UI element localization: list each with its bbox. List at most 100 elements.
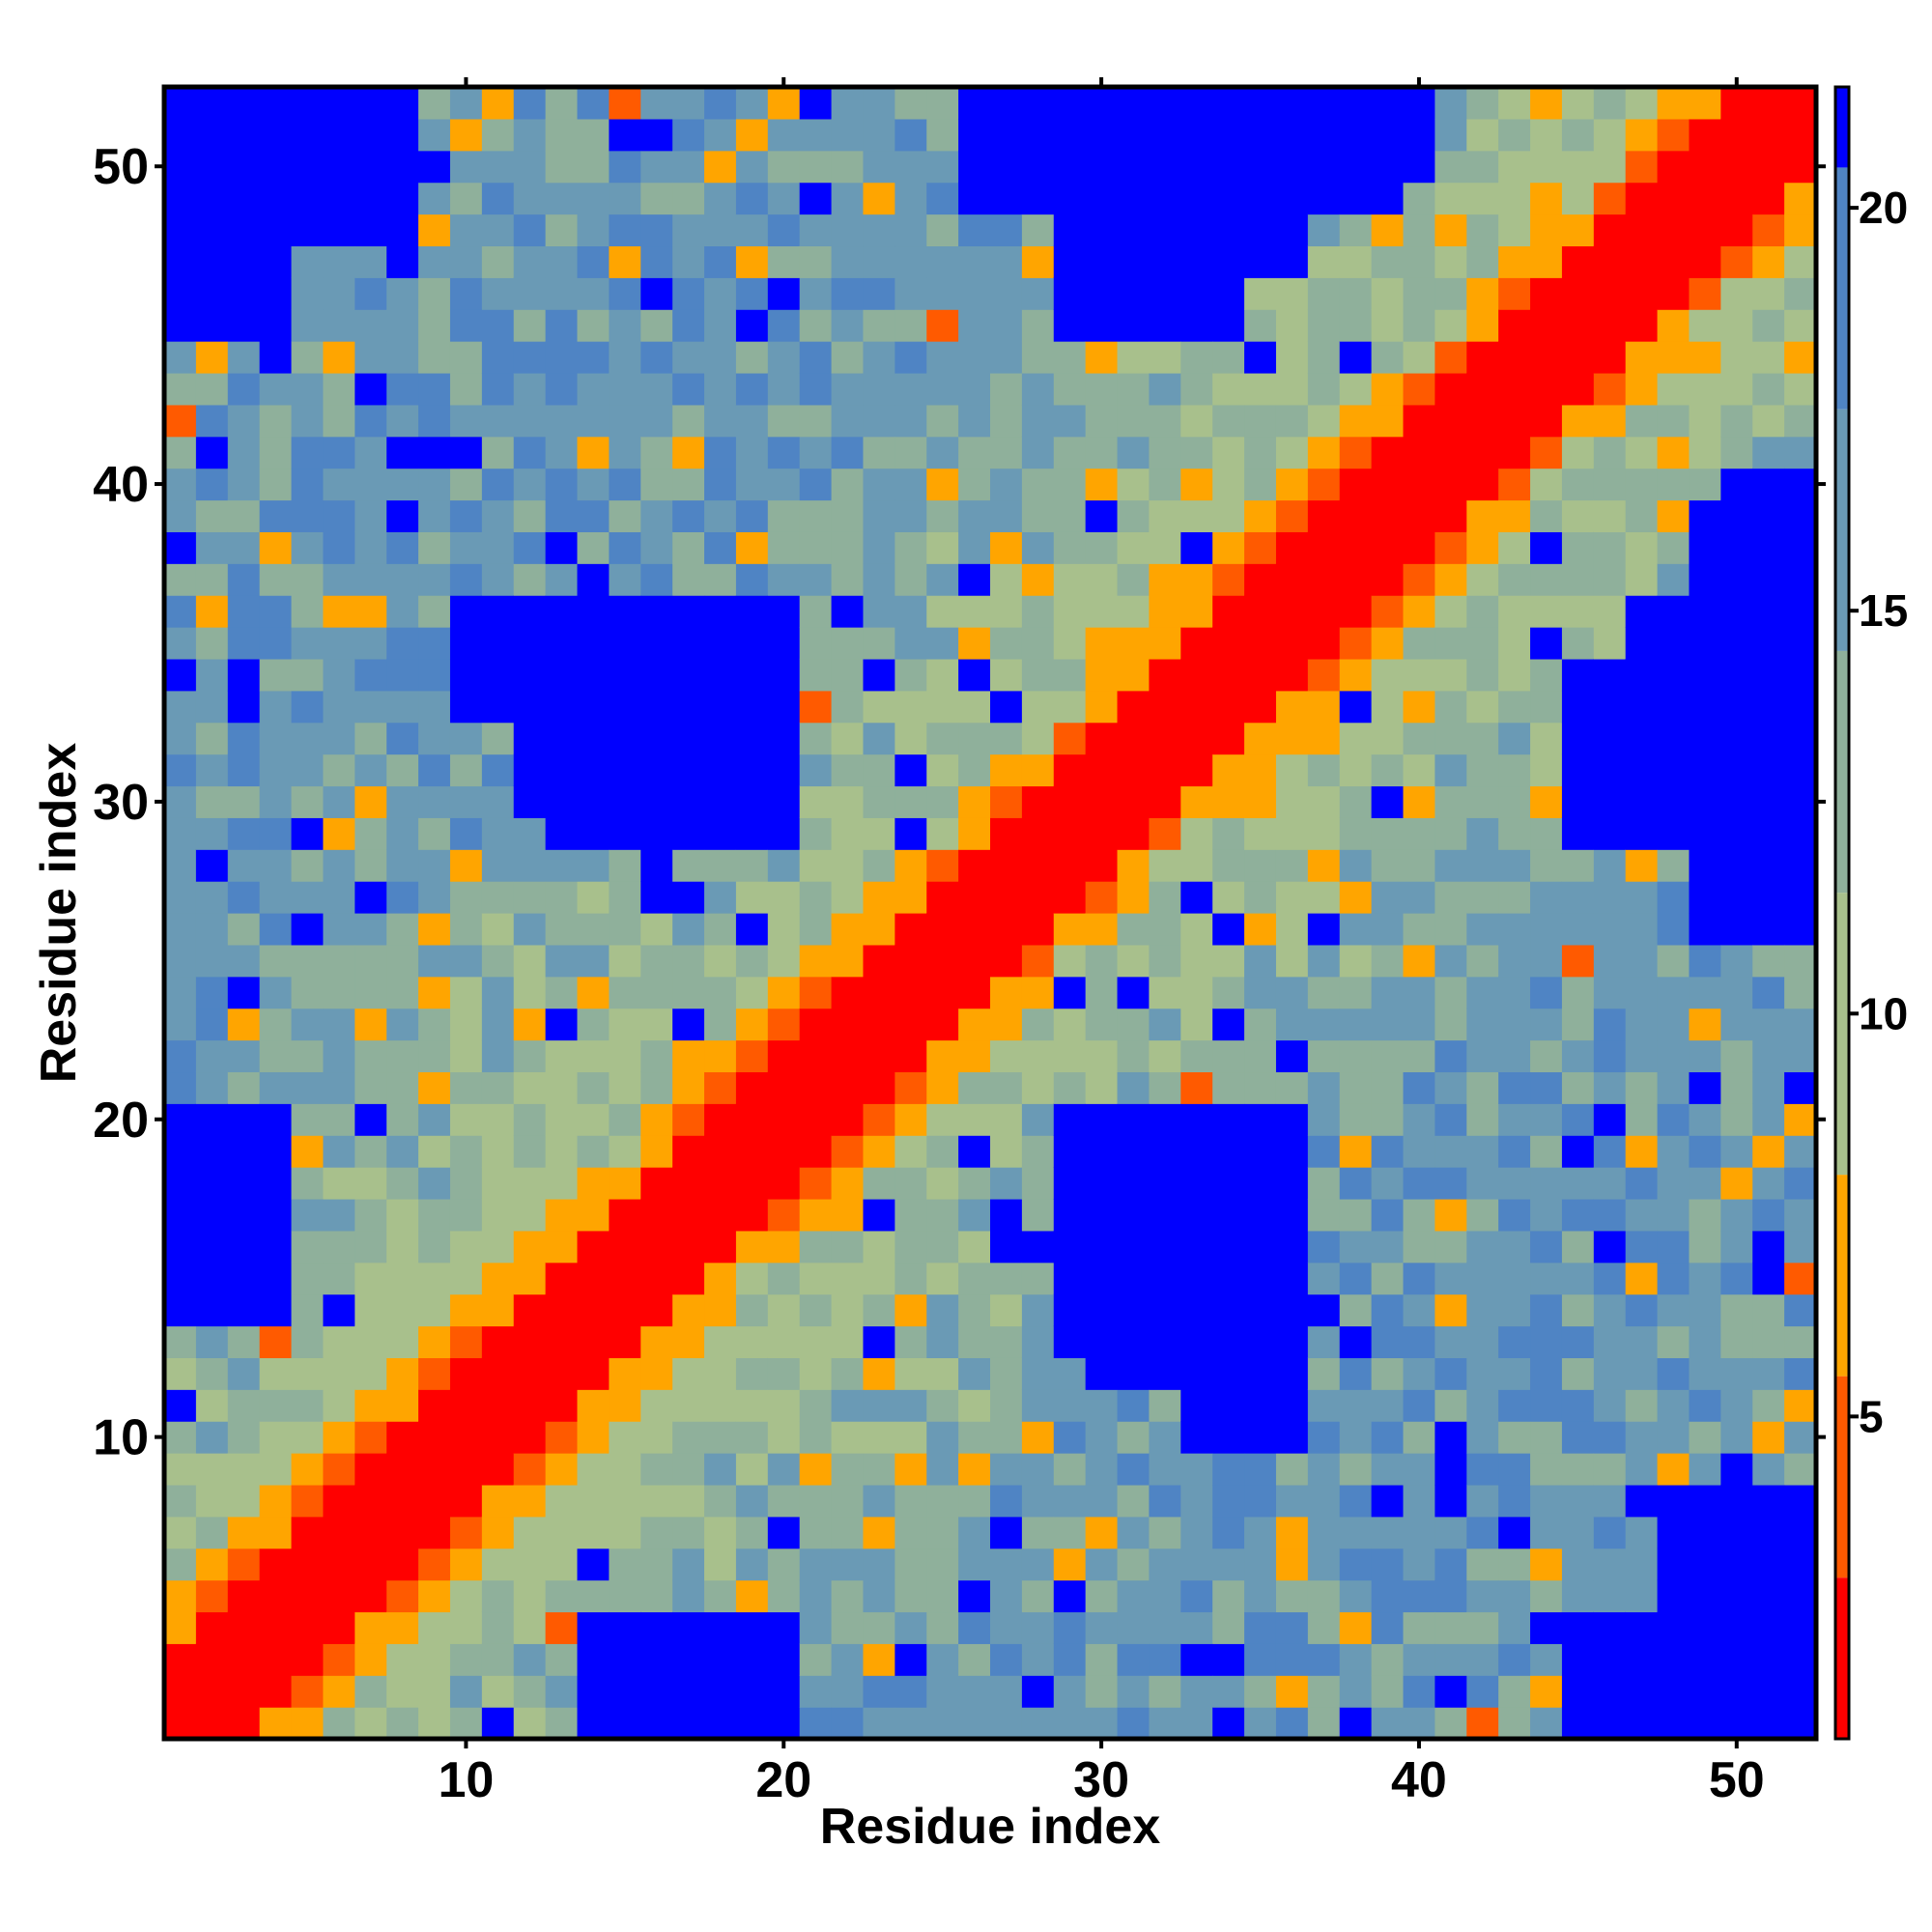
heatmap-cell — [195, 277, 229, 310]
heatmap-cell — [1466, 531, 1499, 564]
heatmap-cell — [1307, 1167, 1341, 1200]
heatmap-cell — [609, 1675, 641, 1708]
heatmap-cell — [1021, 309, 1055, 342]
heatmap-cell — [704, 1071, 737, 1104]
heatmap-cell — [1180, 1421, 1213, 1454]
heatmap-cell — [291, 1611, 325, 1644]
heatmap-cell — [291, 1039, 325, 1073]
heatmap-cell — [609, 595, 641, 628]
heatmap-cell — [1657, 1675, 1690, 1708]
heatmap-cell — [640, 1357, 673, 1390]
heatmap-cell — [291, 150, 325, 184]
heatmap-cell — [831, 563, 865, 596]
heatmap-cell — [1307, 404, 1341, 438]
heatmap-cell — [1498, 1675, 1531, 1708]
heatmap-cell — [895, 976, 927, 1009]
heatmap-cell — [355, 372, 387, 406]
heatmap-cell — [386, 1039, 419, 1073]
heatmap-cell — [640, 1389, 673, 1422]
heatmap-cell — [1593, 341, 1627, 374]
heatmap-cell — [609, 213, 641, 247]
heatmap-cell — [1657, 1357, 1690, 1390]
heatmap-cell — [767, 849, 801, 882]
heatmap-cell — [545, 722, 579, 755]
heatmap-cell — [1053, 1516, 1087, 1549]
heatmap-cell — [1530, 595, 1563, 628]
heatmap-cell — [767, 1707, 801, 1740]
heatmap-cell — [926, 1707, 959, 1740]
heatmap-cell — [1530, 1198, 1563, 1232]
heatmap-cell — [1275, 1643, 1309, 1676]
heatmap-cell — [1561, 372, 1595, 406]
heatmap-cell — [1561, 1421, 1595, 1454]
heatmap-cell — [291, 1103, 325, 1136]
heatmap-cell — [323, 87, 355, 120]
heatmap-cell — [1435, 404, 1467, 438]
heatmap-cell — [227, 150, 261, 184]
heatmap-cell — [259, 785, 293, 818]
heatmap-cell — [1625, 1071, 1659, 1104]
heatmap-cell — [1371, 1230, 1405, 1264]
heatmap-cell — [1149, 150, 1181, 184]
heatmap-cell — [355, 1389, 387, 1422]
heatmap-cell — [1275, 436, 1309, 469]
heatmap-cell — [1435, 1643, 1467, 1676]
heatmap-cell — [259, 722, 293, 755]
heatmap-cell — [291, 436, 325, 469]
heatmap-cell — [1403, 722, 1435, 755]
heatmap-cell — [990, 944, 1023, 978]
heatmap-cell — [1530, 563, 1563, 596]
heatmap-cell — [1085, 1071, 1119, 1104]
heatmap-cell — [418, 753, 451, 787]
heatmap-cell — [1498, 595, 1531, 628]
heatmap-cell — [545, 1389, 579, 1422]
heatmap-cell — [1403, 849, 1435, 882]
heatmap-cell — [990, 595, 1023, 628]
heatmap-cell — [1085, 277, 1119, 310]
heatmap-cell — [195, 404, 229, 438]
heatmap-cell — [1244, 87, 1277, 120]
heatmap-cell — [1117, 309, 1151, 342]
heatmap-cell — [704, 1293, 737, 1327]
heatmap-cell — [259, 150, 293, 184]
heatmap-cell — [990, 1167, 1023, 1200]
heatmap-cell — [799, 1293, 833, 1327]
heatmap-cell — [1371, 1421, 1405, 1454]
heatmap-cell — [1275, 1325, 1309, 1358]
heatmap-cell — [990, 1707, 1023, 1740]
heatmap-cell — [481, 563, 515, 596]
heatmap-cell — [291, 468, 325, 501]
heatmap-cell — [291, 1262, 325, 1295]
heatmap-cell — [1244, 563, 1277, 596]
heatmap-cell — [1307, 1579, 1341, 1613]
heatmap-cell — [481, 404, 515, 438]
heatmap-cell — [1689, 309, 1721, 342]
heatmap-cell — [1275, 690, 1309, 724]
heatmap-cell — [1466, 1675, 1499, 1708]
heatmap-cell — [1784, 1484, 1817, 1518]
heatmap-cell — [958, 436, 991, 469]
heatmap-cell — [545, 1008, 579, 1041]
heatmap-cell — [1784, 1389, 1817, 1422]
heatmap-cell — [1435, 849, 1467, 882]
heatmap-cell — [1561, 213, 1595, 247]
heatmap-cell — [1657, 753, 1690, 787]
heatmap-cell — [418, 87, 451, 120]
heatmap-cell — [1339, 1579, 1373, 1613]
heatmap-cell — [958, 753, 991, 787]
heatmap-cell — [704, 1135, 737, 1168]
heatmap-cell — [1085, 1357, 1119, 1390]
heatmap-cell — [1466, 1167, 1499, 1200]
heatmap-cell — [1149, 213, 1181, 247]
heatmap-cell — [1244, 1103, 1277, 1136]
heatmap-cell — [449, 1643, 483, 1676]
heatmap-cell — [545, 531, 579, 564]
heatmap-cell — [259, 245, 293, 278]
heatmap-cell — [1625, 245, 1659, 278]
heatmap-cell — [799, 1675, 833, 1708]
heatmap-cell — [1021, 1643, 1055, 1676]
heatmap-cell — [1689, 690, 1721, 724]
heatmap-cell — [449, 182, 483, 215]
heatmap-cell — [1149, 690, 1181, 724]
heatmap-cell — [386, 245, 419, 278]
